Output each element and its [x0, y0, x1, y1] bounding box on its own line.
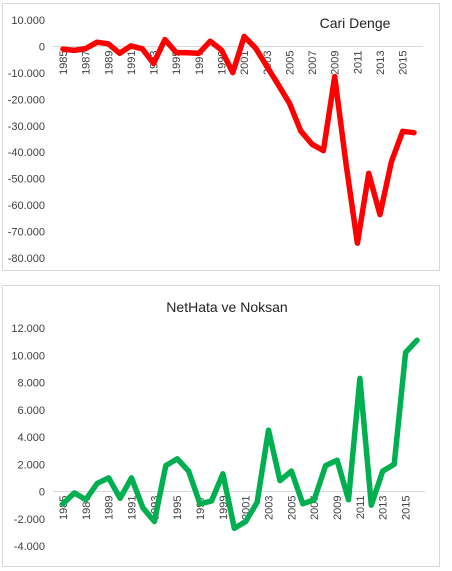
x-tick-label: 2007 — [307, 50, 319, 74]
chart-nethata-ve-noksan: 12.000 10.000 8.000 6.000 4.000 2.000 0 -2.000 -… — [2, 285, 440, 567]
y-tick-label: 12.000 — [11, 323, 45, 335]
y-tick-label: -60.000 — [8, 200, 45, 212]
y-tick-label: -4.000 — [14, 541, 45, 553]
x-tick-label: 2015 — [398, 50, 410, 74]
chart-cari-denge-svg: 10.000 0 -10.000 -20.000 -30.000 -40.000 -50.0… — [8, 15, 423, 265]
x-tick-label: 2009 — [330, 50, 342, 74]
chart-title: NetHata ve Noksan — [166, 299, 287, 315]
y-tick-label: 10.000 — [11, 15, 45, 27]
y-tick-label: 0 — [39, 487, 45, 499]
x-tick-label: 1991 — [126, 50, 138, 74]
x-tick-label: 1989 — [104, 496, 116, 520]
y-tick-label: 0 — [39, 41, 45, 53]
x-tick-label: 2013 — [378, 496, 390, 520]
y-tick-label: -50.000 — [8, 174, 45, 186]
x-tick-label: 1985 — [58, 50, 70, 74]
y-tick-label: -30.000 — [8, 121, 45, 133]
x-tick-label: 2015 — [401, 496, 413, 520]
series-line-0 — [60, 33, 417, 246]
y-tick-label: -80.000 — [8, 253, 45, 265]
series-line-0 — [60, 337, 420, 532]
x-tick-label: 2003 — [264, 496, 276, 520]
y-tick-label: 2.000 — [17, 459, 45, 471]
x-tick-label: 1997 — [194, 50, 206, 74]
chart-cari-denge: 10.000 0 -10.000 -20.000 -30.000 -40.000 -50.0… — [2, 3, 440, 271]
y-tick-label: 10.000 — [11, 350, 45, 362]
x-tick-label: 2011 — [355, 496, 367, 520]
x-tick-label: 1991 — [127, 496, 139, 520]
x-tick-label: 1987 — [81, 50, 93, 74]
x-tick-label: 2013 — [375, 50, 387, 74]
x-tick-label: 2005 — [284, 50, 296, 74]
y-tick-label: -70.000 — [8, 227, 45, 239]
y-tick-label: -2.000 — [14, 514, 45, 526]
x-tick-label: 2005 — [286, 496, 298, 520]
x-tick-label: 2001 — [239, 50, 251, 74]
y-tick-label: 6.000 — [17, 405, 45, 417]
y-tick-label: -40.000 — [8, 147, 45, 159]
x-tick-label: 1989 — [103, 50, 115, 74]
y-tick-label: -20.000 — [8, 94, 45, 106]
chart-title: Cari Denge — [320, 15, 391, 31]
chart-nethata-ve-noksan-svg: 12.000 10.000 8.000 6.000 4.000 2.000 0 -2.000 -… — [11, 299, 425, 553]
x-tick-label: 1995 — [171, 50, 183, 74]
y-tick-label: 8.000 — [17, 378, 45, 390]
y-tick-label: -10.000 — [8, 68, 45, 80]
x-tick-label: 2011 — [352, 50, 364, 74]
y-tick-label: 4.000 — [17, 432, 45, 444]
x-tick-label: 1995 — [172, 496, 184, 520]
x-tick-label: 2009 — [332, 496, 344, 520]
